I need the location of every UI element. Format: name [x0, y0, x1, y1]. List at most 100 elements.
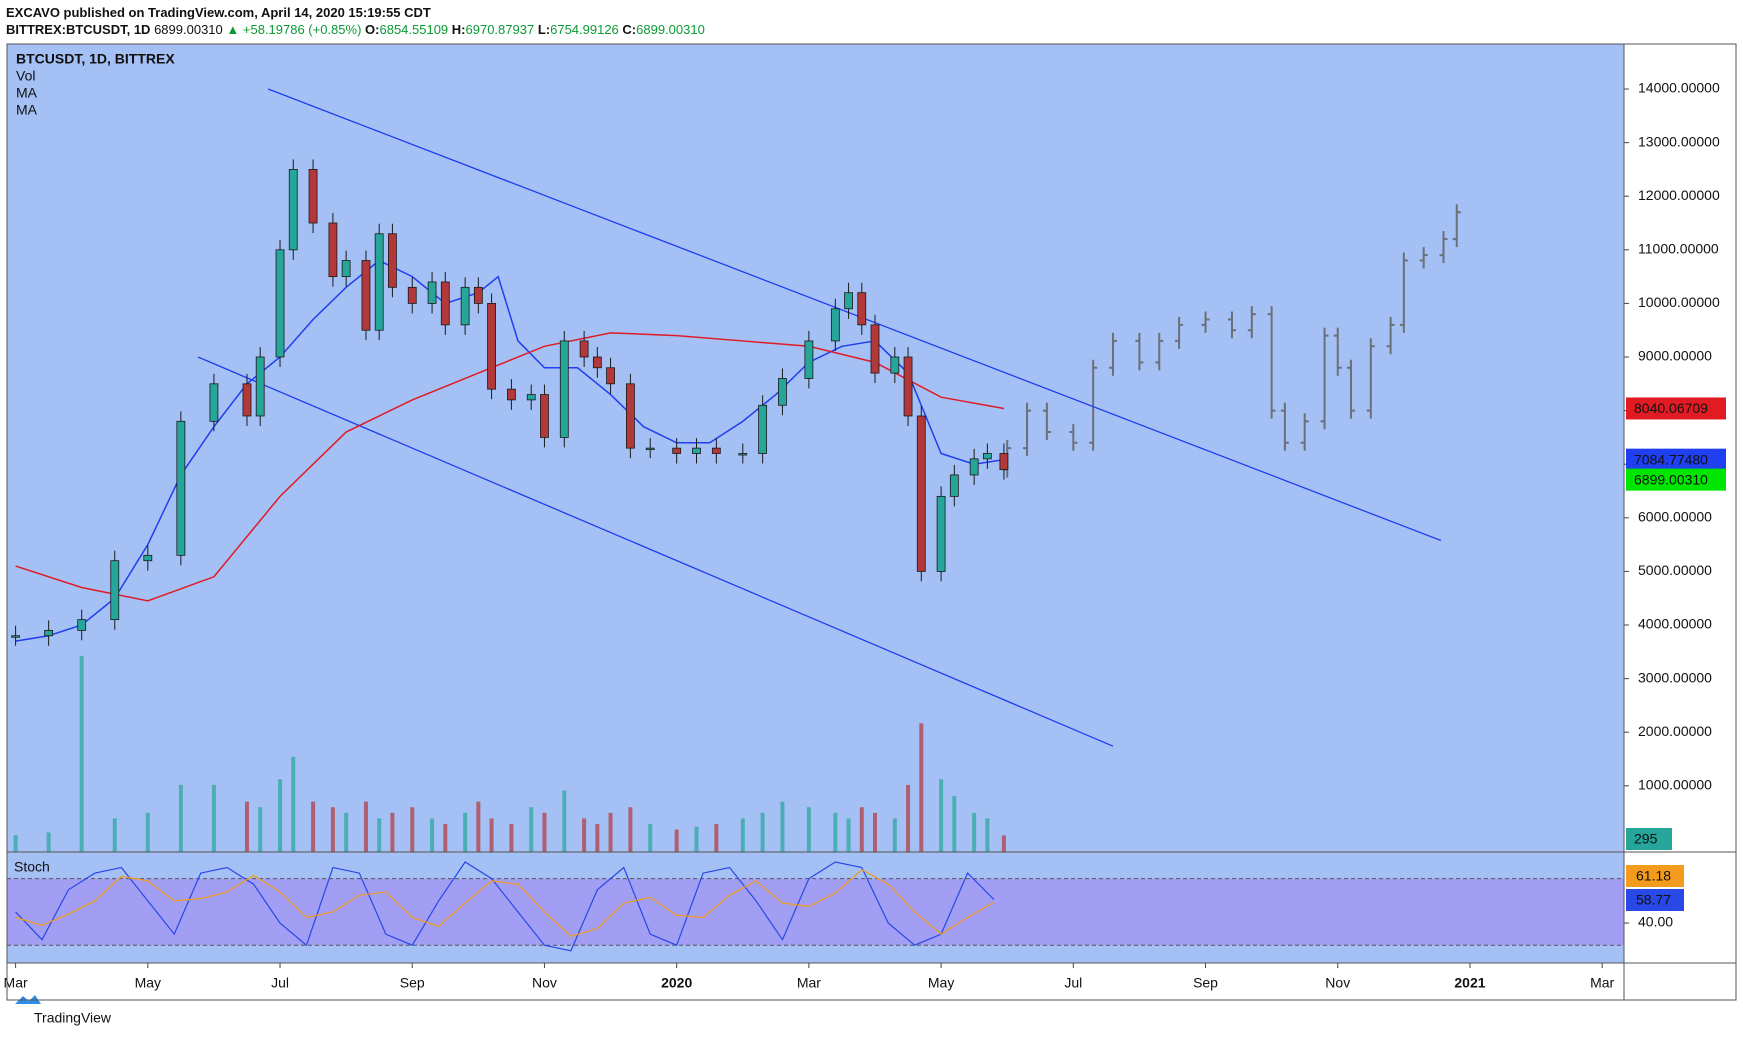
candle-body	[844, 292, 853, 310]
candle-body	[440, 281, 450, 326]
volume-bar	[430, 818, 435, 852]
candle-body	[460, 286, 470, 326]
legend-entry: MA	[16, 102, 38, 118]
x-tick-label: Mar	[4, 975, 28, 991]
volume-bar	[330, 807, 335, 852]
volume-bar	[13, 835, 18, 852]
stoch-value-box	[1626, 889, 1684, 911]
candle-body	[407, 286, 417, 304]
x-tick-label: May	[928, 975, 954, 991]
candle-body	[857, 292, 867, 326]
change: ▲ +58.19786 (+0.85%)	[226, 22, 362, 37]
plot-background	[7, 44, 1624, 963]
candle-body	[209, 383, 219, 422]
publish-line: EXCAVO published on TradingView.com, Apr…	[6, 5, 431, 20]
legend-entry: Vol	[16, 68, 35, 84]
brand: TradingView	[34, 1010, 112, 1026]
candle-body	[11, 635, 20, 638]
volume-bar	[1001, 835, 1006, 852]
candle-body	[275, 249, 285, 358]
projection-bar	[1452, 204, 1461, 248]
candle-body	[77, 619, 87, 631]
volume-bar	[846, 818, 851, 852]
candle-body	[361, 260, 371, 331]
ma-slow-label: 8040.06709	[1634, 400, 1708, 416]
candle-body	[903, 356, 913, 417]
candle-body	[110, 560, 120, 621]
moving-average	[15, 332, 1005, 602]
candle-body	[804, 340, 814, 379]
volume-bar	[311, 801, 316, 852]
candle-body	[936, 495, 946, 572]
candle-body	[44, 629, 54, 637]
stoch-tick-label: 40.00	[1638, 914, 1673, 930]
y-tick-label: 5000.00000	[1638, 562, 1712, 578]
volume-bar	[780, 801, 785, 852]
volume-bar	[872, 812, 877, 852]
volume-bar	[377, 818, 382, 852]
projection-bar	[1201, 311, 1210, 333]
x-tick-label: Sep	[1193, 975, 1218, 991]
projection-bar	[1333, 327, 1342, 376]
projection-bar	[1227, 311, 1236, 339]
volume-bar	[892, 818, 897, 852]
candle-body	[672, 447, 682, 454]
high: 6970.87937	[465, 22, 535, 37]
candle-body	[374, 233, 384, 331]
last-price-label-box	[1626, 468, 1726, 491]
y-tick-label: 2000.00000	[1638, 723, 1712, 739]
projection-bar	[1346, 359, 1355, 419]
y-tick-label: 13000.00000	[1638, 133, 1720, 149]
projection-bar	[1247, 306, 1256, 339]
projection-bar	[1135, 332, 1144, 371]
volume-bar	[595, 824, 600, 852]
trendline	[267, 88, 1442, 542]
x-tick-label: Sep	[400, 975, 425, 991]
candle-body	[592, 356, 602, 369]
y-tick-label: 9000.00000	[1638, 348, 1712, 364]
axis-background	[1624, 44, 1736, 963]
y-tick-label: 1000.00000	[1638, 777, 1712, 793]
low-label: L:	[537, 22, 551, 37]
frame	[6, 43, 1737, 1001]
projection-bar	[1386, 316, 1395, 355]
quote-line: BITTREX:BTCUSDT, 1D 6899.00310 ▲ +58.197…	[6, 21, 705, 38]
volume-bar	[410, 807, 415, 852]
volume-bar	[628, 807, 633, 852]
candle-body	[473, 286, 483, 304]
low: 6754.99126	[550, 22, 619, 37]
ma-fast-label-box	[1626, 448, 1726, 471]
volume-bar	[443, 824, 448, 852]
volume-bar	[463, 812, 468, 852]
volume-bar	[509, 824, 514, 852]
moving-average	[15, 259, 1005, 642]
candle-body	[308, 169, 318, 224]
x-tick-label: Mar	[797, 975, 821, 991]
x-tick-label: May	[135, 975, 161, 991]
volume-bar	[714, 824, 719, 852]
volume-bar	[145, 812, 150, 852]
volume-bar	[859, 807, 864, 852]
candle-body	[949, 474, 959, 497]
candle-body	[526, 394, 536, 401]
volume-bar	[985, 818, 990, 852]
candle-body	[255, 356, 265, 417]
volume-bar	[919, 723, 924, 852]
y-tick-label: 11000.00000	[1638, 241, 1719, 257]
projection-bar	[1419, 247, 1428, 269]
y-tick-label: 6000.00000	[1638, 509, 1712, 525]
volume-bar	[806, 807, 811, 852]
candle-body	[870, 324, 880, 374]
projection-bar	[1267, 306, 1276, 419]
candle-body	[341, 260, 351, 278]
x-tick-label: Nov	[1325, 975, 1350, 991]
candle-body	[692, 447, 701, 454]
candle-body	[507, 388, 516, 401]
candle-body	[778, 378, 787, 406]
stoch-line	[15, 861, 995, 952]
candle-body	[625, 383, 635, 449]
y-tick-label: 4000.00000	[1638, 616, 1712, 632]
y-tick-label: 3000.00000	[1638, 669, 1712, 685]
